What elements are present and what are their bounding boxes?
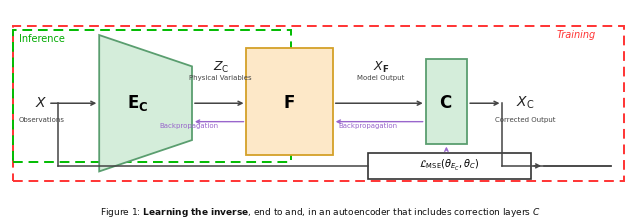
Polygon shape — [99, 35, 192, 171]
Text: $\mathbf{F}$: $\mathbf{F}$ — [284, 94, 295, 112]
Text: $\mathcal{L}_{\mathrm{MSE}}(\theta_{E_C}, \theta_C)$: $\mathcal{L}_{\mathrm{MSE}}(\theta_{E_C}… — [419, 158, 480, 173]
Bar — [13, 30, 291, 162]
Text: Corrected Output: Corrected Output — [495, 117, 555, 123]
Text: Observations: Observations — [19, 117, 65, 123]
Text: $X$: $X$ — [35, 96, 48, 110]
Bar — [426, 59, 467, 144]
Bar — [246, 48, 333, 155]
Text: Physical Variables: Physical Variables — [189, 75, 252, 81]
Text: Backpropagation: Backpropagation — [339, 123, 397, 129]
Bar — [368, 153, 531, 179]
Text: $Z_\mathrm{C}$: $Z_\mathrm{C}$ — [212, 60, 229, 75]
Bar — [13, 26, 624, 181]
Text: $\mathbf{E_C}$: $\mathbf{E_C}$ — [127, 93, 148, 113]
Text: Inference: Inference — [19, 34, 65, 44]
Text: $X_\mathbf{F}$: $X_\mathbf{F}$ — [372, 60, 389, 75]
Text: $X_\mathrm{C}$: $X_\mathrm{C}$ — [516, 95, 534, 111]
Text: Backpropagation: Backpropagation — [159, 123, 218, 129]
Text: Model Output: Model Output — [357, 75, 404, 81]
Text: Training: Training — [557, 30, 596, 40]
Text: $\mathbf{C}$: $\mathbf{C}$ — [440, 94, 452, 112]
Text: Figure 1: $\mathbf{Learning\ the\ inverse}$, end to and, in an autoencoder that : Figure 1: $\mathbf{Learning\ the\ invers… — [100, 206, 540, 219]
